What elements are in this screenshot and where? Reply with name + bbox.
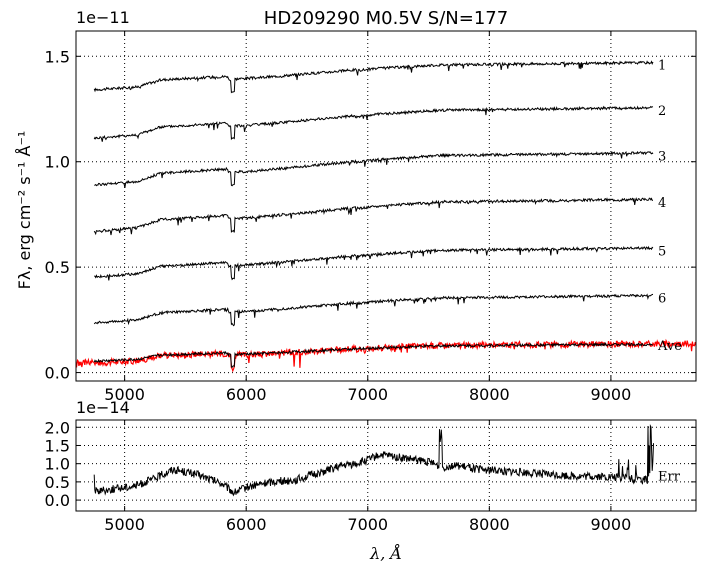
bottom-y-offset-label: 1e−14 bbox=[76, 398, 130, 417]
x-tick-label: 8000 bbox=[469, 385, 510, 404]
series-label-5: 5 bbox=[658, 244, 666, 259]
spectrum-line-1 bbox=[93, 60, 654, 94]
bottom-gridlines bbox=[76, 420, 696, 511]
chart-title: HD209290 M0.5V S/N=177 bbox=[264, 8, 508, 29]
y-tick-label: 0.5 bbox=[45, 473, 70, 492]
error-spectrum-line bbox=[93, 423, 654, 497]
y-tick-label: 1.0 bbox=[45, 153, 70, 172]
series-label-ave: Ave bbox=[657, 339, 682, 354]
series-label-2: 2 bbox=[658, 104, 666, 119]
y-tick-label: 0.0 bbox=[45, 364, 70, 383]
top-gridlines bbox=[76, 31, 696, 381]
spectrum-line-4 bbox=[93, 197, 654, 236]
spectrum-line-3 bbox=[94, 150, 654, 188]
x-tick-label: 7000 bbox=[347, 385, 388, 404]
series-label-6: 6 bbox=[658, 292, 666, 307]
top-panel: HD209290 M0.5V S/N=177 1e−11 5000 6000 700… bbox=[15, 8, 697, 404]
spectrum-line-ave-mean bbox=[93, 342, 654, 369]
x-tick-label: 5000 bbox=[104, 515, 145, 534]
y-tick-label: 1.0 bbox=[45, 455, 70, 474]
spectrum-line-2 bbox=[93, 105, 654, 142]
x-tick-label: 5000 bbox=[104, 385, 145, 404]
y-tick-label: 1.5 bbox=[45, 47, 70, 66]
top-spectra: 1 2 3 4 5 6 Ave bbox=[75, 59, 697, 373]
x-tick-label: 8000 bbox=[469, 515, 510, 534]
top-plot-frame bbox=[75, 30, 697, 382]
x-tick-label: 9000 bbox=[591, 515, 632, 534]
series-label-1: 1 bbox=[658, 59, 666, 74]
series-label-3: 3 bbox=[658, 149, 666, 164]
bottom-error-spectrum: Err bbox=[93, 423, 681, 497]
y-tick-label: 2.0 bbox=[45, 418, 70, 437]
x-tick-label: 6000 bbox=[226, 515, 267, 534]
top-y-offset-label: 1e−11 bbox=[76, 8, 130, 27]
bottom-axis-ticks: 5000 6000 7000 8000 9000 0.00.51.01.52.0 bbox=[45, 418, 696, 534]
top-y-axis-label: Fλ, erg cm⁻² s⁻¹ Å⁻¹ bbox=[15, 131, 34, 290]
x-tick-label: 9000 bbox=[591, 385, 632, 404]
spectrum-line-5 bbox=[94, 245, 654, 281]
y-tick-label: 1.5 bbox=[45, 436, 70, 455]
y-tick-label: 0.5 bbox=[45, 258, 70, 277]
x-tick-label: 7000 bbox=[347, 515, 388, 534]
top-axis-ticks: 5000 6000 7000 8000 9000 0.0 0.5 1.0 1.5 bbox=[45, 31, 696, 404]
spectrum-line-ave bbox=[75, 338, 697, 373]
x-tick-label: 6000 bbox=[226, 385, 267, 404]
bottom-plot-frame bbox=[75, 419, 697, 512]
spectrum-line-6 bbox=[93, 293, 654, 327]
bottom-panel: 1e−14 5000 6000 7000 8000 9000 0.00.51.01.52.… bbox=[45, 398, 697, 563]
series-label-4: 4 bbox=[658, 196, 666, 211]
y-tick-label: 0.0 bbox=[45, 491, 70, 510]
series-label-err: Err bbox=[658, 469, 681, 484]
bottom-x-axis-label: λ, Å bbox=[369, 543, 402, 563]
